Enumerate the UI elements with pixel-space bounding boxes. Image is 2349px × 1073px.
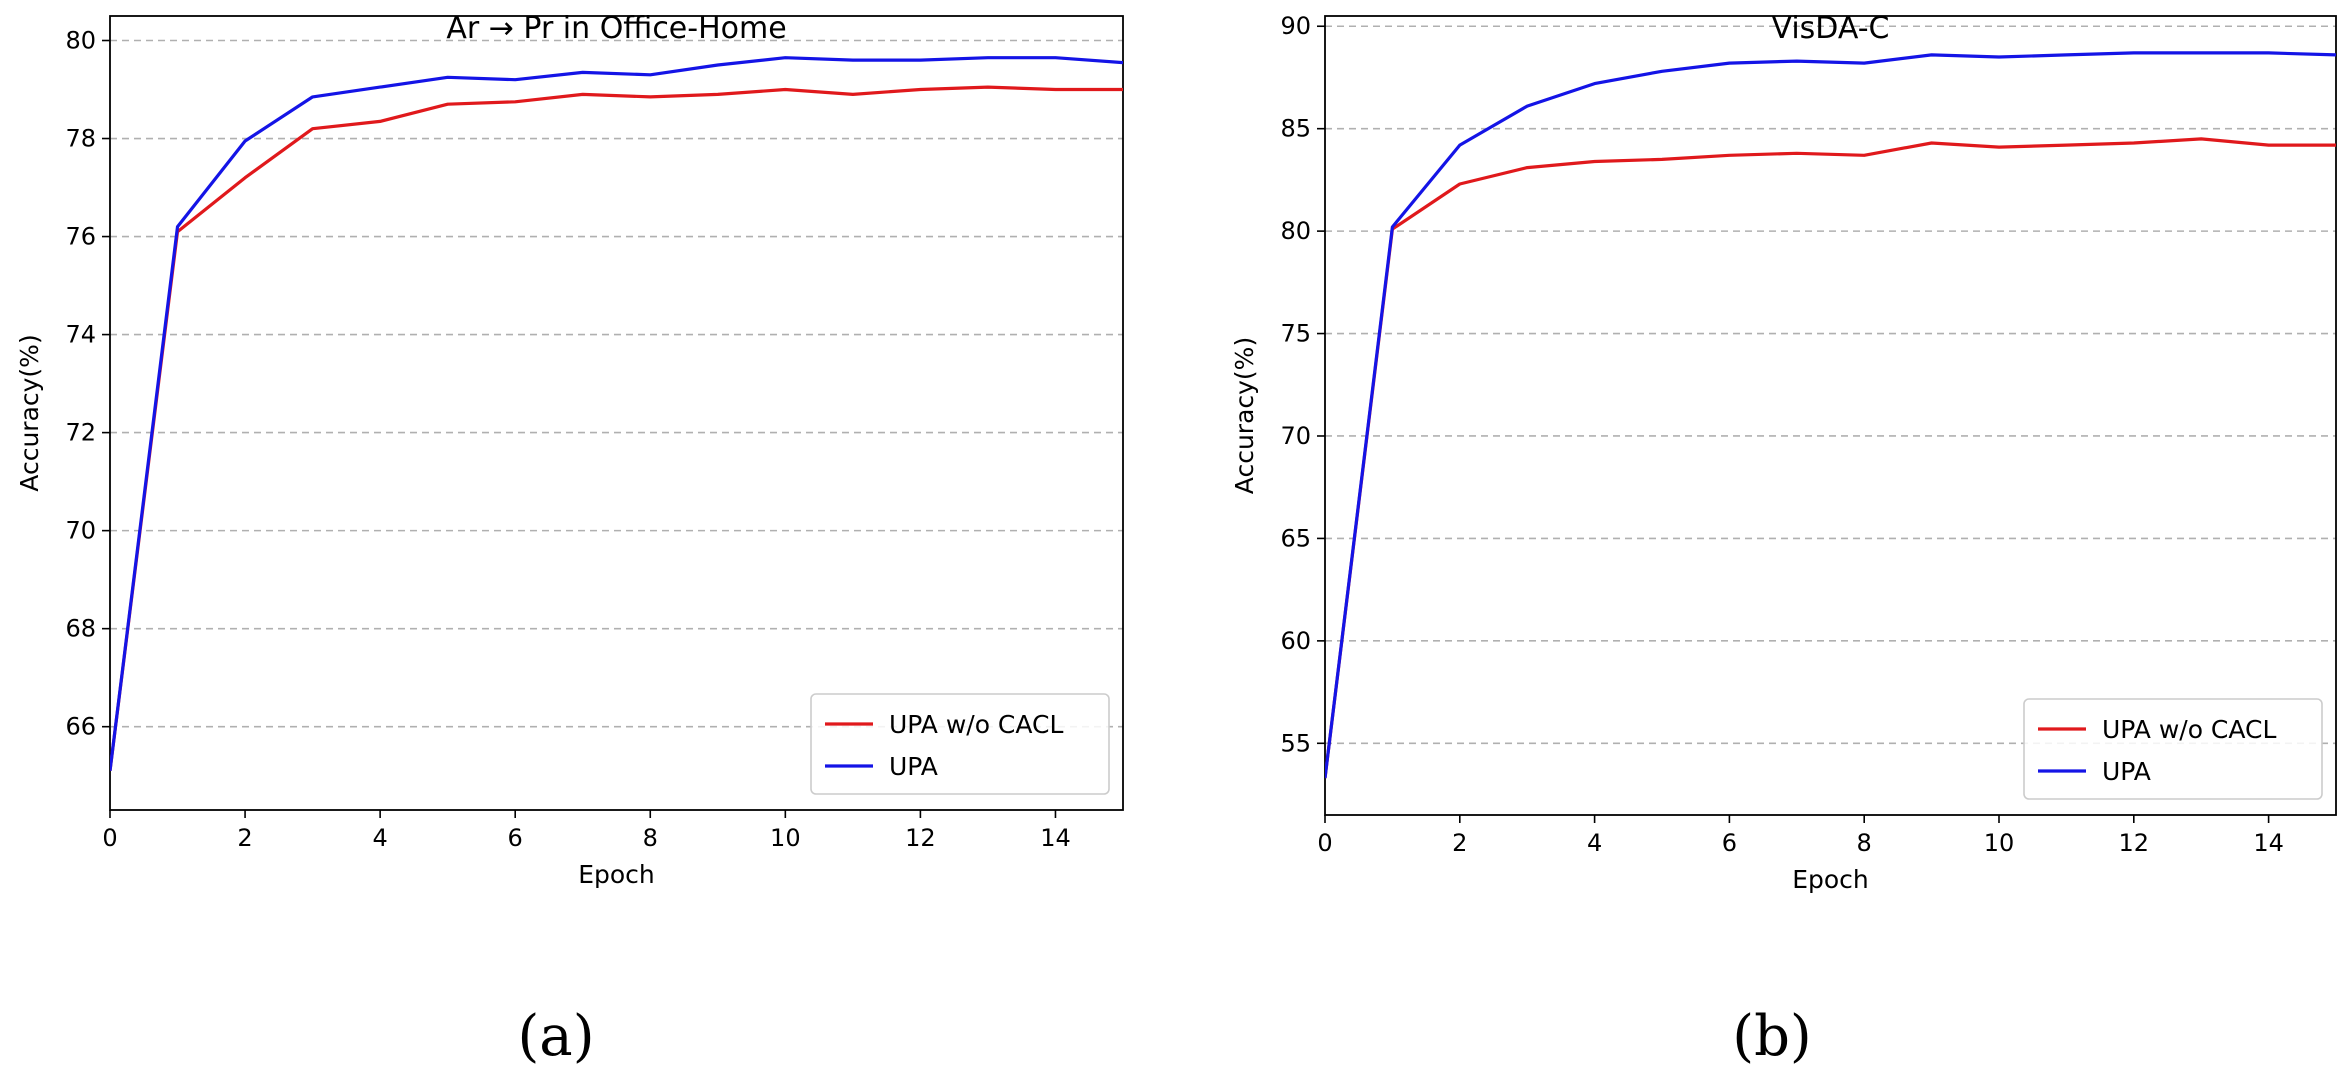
- x-tick-label: 14: [2253, 829, 2284, 857]
- y-tick-label: 66: [65, 713, 96, 741]
- y-tick-label: 80: [1280, 217, 1311, 245]
- x-tick-label: 8: [643, 824, 658, 852]
- series-line-upa: [1325, 51, 2336, 779]
- x-tick-label: 14: [1040, 824, 1071, 852]
- y-tick-label: 90: [1280, 12, 1311, 40]
- y-tick-label: 74: [65, 321, 96, 349]
- series-line-upa-wo-cacl: [110, 85, 1123, 771]
- legend-label: UPA w/o CACL: [2102, 715, 2277, 744]
- legend-box: [2023, 698, 2323, 800]
- y-axis-label: Accuracy(%): [1230, 337, 1259, 494]
- x-tick-label: 0: [102, 824, 117, 852]
- plot-frame: [109, 15, 1124, 811]
- chart-panel-b: 55 60 65 70 75 80 85 90 0 2 4 6 8 10 12 14 VisDA-C Epoch A…: [1230, 11, 2337, 1069]
- x-tick-label: 10: [770, 824, 801, 852]
- legend-label: UPA: [2102, 757, 2151, 786]
- x-tick-label: 12: [2119, 829, 2150, 857]
- legend-box: [810, 693, 1110, 795]
- y-tick-label: 78: [65, 125, 96, 153]
- y-tick-label: 70: [65, 517, 96, 545]
- y-tick-label: 65: [1280, 524, 1311, 552]
- y-tick-label: 76: [65, 223, 96, 251]
- x-tick-label: 8: [1857, 829, 1872, 857]
- y-tick-label: 72: [65, 419, 96, 447]
- chart-title: Ar → Pr in Office-Home: [446, 11, 786, 46]
- x-tick-label: 2: [237, 824, 252, 852]
- y-tick-label: 60: [1280, 627, 1311, 655]
- x-axis-label: Epoch: [1792, 865, 1869, 894]
- y-axis-label: Accuracy(%): [15, 334, 44, 491]
- legend: UPA w/o CACL UPA: [810, 693, 1110, 795]
- chart-title: VisDA-C: [1771, 11, 1889, 46]
- x-tick-label: 10: [1984, 829, 2015, 857]
- x-tick-label: 0: [1317, 829, 1332, 857]
- y-tick-label: 75: [1280, 320, 1311, 348]
- plot-frame: [1324, 15, 2337, 816]
- legend-label: UPA w/o CACL: [889, 710, 1064, 739]
- x-tick-label: 4: [1587, 829, 1602, 857]
- x-tick-label: 6: [508, 824, 523, 852]
- y-tick-label: 70: [1280, 422, 1311, 450]
- y-tick-label: 68: [65, 615, 96, 643]
- y-tick-label: 55: [1280, 729, 1311, 757]
- legend-label: UPA: [889, 752, 938, 781]
- figure-caption: (a): [517, 1004, 594, 1069]
- series-line-upa: [110, 56, 1123, 771]
- series-line-upa-wo-cacl: [1325, 137, 2336, 779]
- figure-caption: (b): [1732, 1004, 1812, 1069]
- x-tick-label: 4: [372, 824, 387, 852]
- y-tick-label: 80: [65, 27, 96, 55]
- x-tick-label: 2: [1452, 829, 1467, 857]
- legend: UPA w/o CACL UPA: [2023, 698, 2323, 800]
- x-tick-label: 6: [1722, 829, 1737, 857]
- x-axis-label: Epoch: [578, 860, 655, 889]
- x-tick-label: 12: [905, 824, 936, 852]
- y-tick-label: 85: [1280, 115, 1311, 143]
